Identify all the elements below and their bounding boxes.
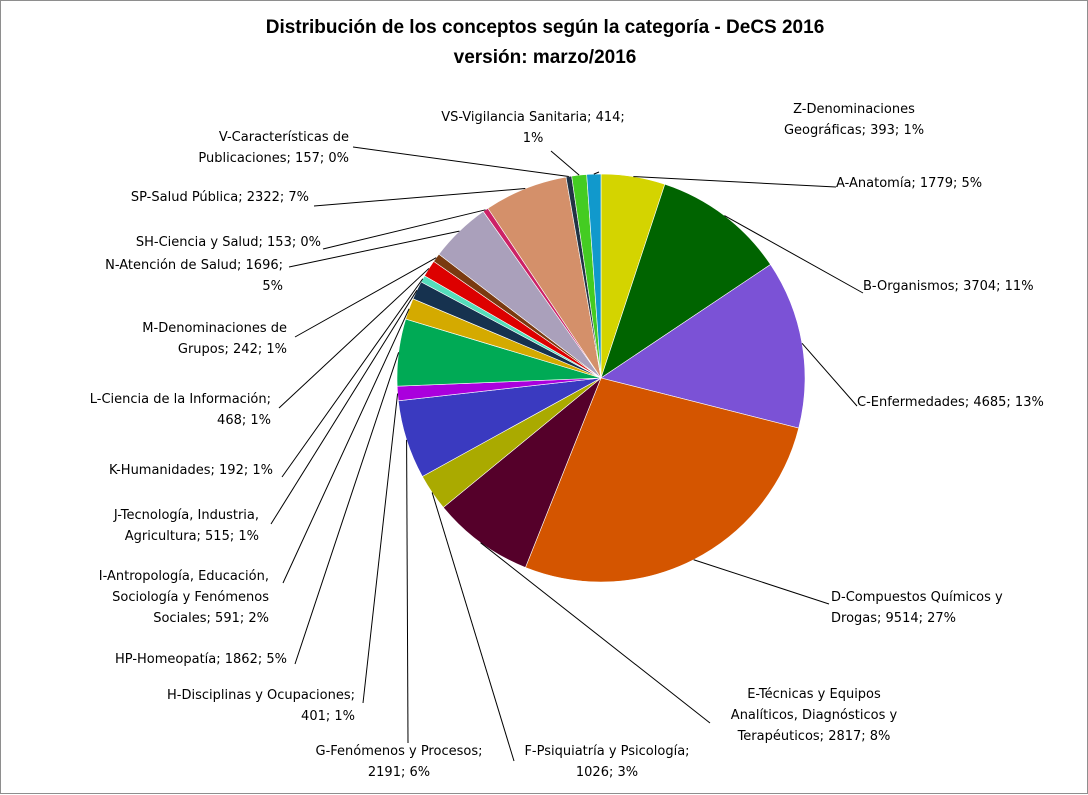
data-label-line: 1% [523, 131, 544, 146]
data-label: L-Ciencia de la Información; 468; 1% [90, 392, 271, 428]
data-label: C-Enfermedades; 4685; 13% [857, 395, 1044, 410]
data-label: SP-Salud Pública; 2322; 7% [131, 190, 309, 205]
data-label-line: SP-Salud Pública; 2322; 7% [131, 190, 309, 205]
data-label-line: Z-Denominaciones [793, 102, 915, 117]
leader-line [288, 230, 460, 268]
pie-slices [396, 173, 806, 583]
data-label: J-Tecnología, Industria, Agricultura; 515… [113, 508, 259, 544]
data-label-line: 2191; 6% [368, 765, 430, 780]
data-label-line: Drogas; 9514; 27% [831, 611, 956, 626]
data-label: Z-Denominaciones Geográficas; 393; 1% [784, 102, 924, 138]
data-label-line: Agricultura; 515; 1% [125, 529, 259, 544]
data-label-line: HP-Homeopatía; 1862; 5% [115, 652, 287, 667]
data-label-line: I-Antropología, Educación, [99, 569, 269, 584]
data-label-line: 1026; 3% [576, 765, 638, 780]
data-labels: A-Anatomía; 1779; 5% B-Organismos; 3704; … [90, 102, 1044, 780]
data-label-line: Terapéuticos; 2817; 8% [737, 729, 891, 744]
leader-line [550, 150, 580, 176]
leader-line [801, 342, 858, 407]
data-label-line: J-Tecnología, Industria, [113, 508, 259, 523]
data-label-line: 5% [262, 279, 283, 294]
pie-slice [600, 264, 806, 429]
leader-line [593, 171, 600, 175]
data-label-line: SH-Ciencia y Salud; 153; 0% [136, 235, 321, 250]
data-label-line: K-Humanidades; 192; 1% [109, 463, 273, 478]
data-label: VS-Vigilancia Sanitaria; 414; 1% [441, 110, 625, 146]
chart-subtitle: versión: marzo/2016 [454, 47, 637, 68]
data-label-line: M-Denominaciones de [142, 321, 287, 336]
leader-line [294, 257, 437, 338]
data-label-line: L-Ciencia de la Información; [90, 392, 271, 407]
leader-lines [270, 146, 864, 762]
data-label-line: 401; 1% [301, 709, 355, 724]
leader-line [313, 188, 526, 207]
data-label-line: G-Fenómenos y Procesos; [316, 744, 483, 759]
data-label: M-Denominaciones de Grupos; 242; 1% [142, 321, 287, 357]
data-label: D-Compuestos Químicos y Drogas; 9514; 27% [831, 590, 1003, 626]
leader-line [724, 215, 864, 294]
data-label-line: Sociología y Fenómenos [112, 590, 269, 605]
data-label: A-Anatomía; 1779; 5% [836, 176, 982, 191]
data-label-line: C-Enfermedades; 4685; 13% [857, 395, 1044, 410]
data-label-line: V-Características de [219, 130, 349, 145]
data-label: HP-Homeopatía; 1862; 5% [115, 652, 287, 667]
pie-slice [600, 183, 771, 379]
data-label: B-Organismos; 3704; 11% [863, 279, 1034, 294]
data-label-line: F-Psiquiatría y Psicología; [524, 744, 689, 759]
leader-line [294, 352, 400, 665]
data-label-line: A-Anatomía; 1779; 5% [836, 176, 982, 191]
data-label-line: Publicaciones; 157; 0% [198, 151, 349, 166]
leader-line [278, 268, 430, 409]
data-label-line: D-Compuestos Químicos y [831, 590, 1003, 605]
leader-line [270, 289, 418, 525]
data-label-line: N-Atención de Salud; 1696; [105, 258, 283, 273]
leader-line [480, 542, 711, 724]
leader-line [406, 439, 409, 744]
data-label-line: Grupos; 242; 1% [178, 342, 287, 357]
data-label: N-Atención de Salud; 1696; 5% [105, 258, 283, 294]
leader-line [633, 176, 837, 188]
leader-line [431, 492, 515, 762]
leader-line [362, 393, 399, 704]
chart-title: Distribución de los conceptos según la c… [266, 17, 825, 38]
data-label-line: Geográficas; 393; 1% [784, 123, 924, 138]
leader-line [281, 278, 424, 478]
data-label-line: VS-Vigilancia Sanitaria; 414; [441, 110, 625, 125]
data-label: I-Antropología, Educación, Sociología y F… [99, 569, 269, 626]
data-label: K-Humanidades; 192; 1% [109, 463, 273, 478]
leader-line [693, 559, 830, 605]
data-label-line: Sociales; 591; 2% [153, 611, 269, 626]
data-label-line: E-Técnicas y Equipos [747, 687, 881, 702]
data-label: F-Psiquiatría y Psicología; 1026; 3% [524, 744, 689, 780]
data-label-line: H-Disciplinas y Ocupaciones; [167, 688, 355, 703]
leader-line [352, 146, 569, 178]
data-label-line: B-Organismos; 3704; 11% [863, 279, 1034, 294]
data-label: SH-Ciencia y Salud; 153; 0% [136, 235, 321, 250]
data-label-line: Analíticos, Diagnósticos y [731, 708, 898, 723]
data-label: G-Fenómenos y Procesos; 2191; 6% [316, 744, 483, 780]
pie-slice [442, 377, 602, 568]
leader-line [282, 308, 410, 584]
leader-line [322, 209, 486, 250]
data-label: E-Técnicas y Equipos Analíticos, Diagnóst… [731, 687, 898, 744]
data-label: H-Disciplinas y Ocupaciones; 401; 1% [167, 688, 355, 724]
data-label-line: 468; 1% [217, 413, 271, 428]
data-label: V-Características de Publicaciones; 157; … [198, 130, 349, 166]
